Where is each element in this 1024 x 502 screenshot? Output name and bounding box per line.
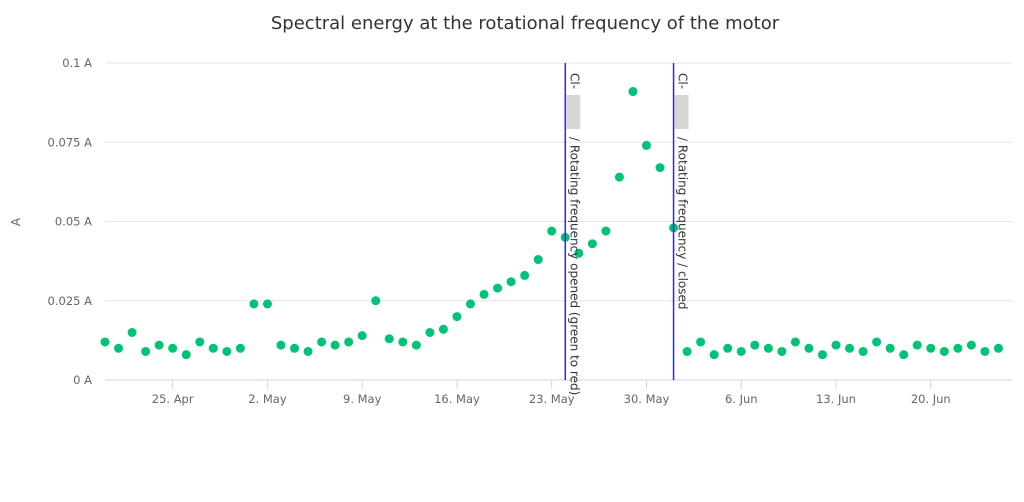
data-point[interactable] [425, 327, 435, 337]
event-label: Cl- / Rotating frequency opened (green to… [566, 73, 581, 395]
x-tick-label: 25. Apr [152, 392, 194, 406]
data-point[interactable] [723, 343, 733, 353]
data-point[interactable] [750, 340, 760, 350]
data-point[interactable] [980, 346, 990, 356]
x-tick-label: 6. Jun [725, 392, 758, 406]
data-point[interactable] [641, 140, 651, 150]
data-point[interactable] [235, 343, 245, 353]
scatter-points[interactable] [100, 87, 1003, 360]
chart-title: Spectral energy at the rotational freque… [271, 13, 780, 34]
data-point[interactable] [100, 337, 110, 347]
gridlines [105, 62, 1012, 381]
data-point[interactable] [845, 343, 855, 353]
data-point[interactable] [290, 343, 300, 353]
event-label-name: Cl- [676, 73, 690, 89]
event-label-detail: / Rotating frequency opened (green to re… [567, 137, 581, 395]
data-point[interactable] [114, 343, 124, 353]
data-point[interactable] [303, 346, 313, 356]
y-tick-label: 0.05 A [55, 215, 92, 229]
data-point[interactable] [249, 299, 259, 309]
data-point[interactable] [926, 343, 936, 353]
redacted-block [566, 95, 581, 129]
x-tick-label: 13. Jun [816, 392, 856, 406]
y-tick-label: 0 A [73, 373, 92, 387]
y-tick-label: 0.1 A [62, 56, 92, 70]
data-point[interactable] [127, 327, 137, 337]
data-point[interactable] [411, 340, 421, 350]
data-point[interactable] [655, 163, 665, 173]
data-point[interactable] [628, 87, 638, 97]
data-point[interactable] [587, 239, 597, 249]
data-point[interactable] [520, 270, 530, 280]
data-point[interactable] [506, 277, 516, 287]
data-point[interactable] [262, 299, 272, 309]
data-point[interactable] [195, 337, 205, 347]
data-point[interactable] [533, 255, 543, 265]
data-point[interactable] [547, 226, 557, 236]
x-axis-ticks: 25. Apr 2. May 9. May 16. May 23. May 30. May… [152, 380, 951, 406]
data-point[interactable] [777, 346, 787, 356]
y-tick-label: 0.025 A [48, 294, 93, 308]
data-point[interactable] [939, 346, 949, 356]
event-label-detail: / Rotating frequency / closed [676, 137, 690, 310]
data-point[interactable] [466, 299, 476, 309]
data-point[interactable] [181, 350, 191, 360]
data-point[interactable] [168, 343, 178, 353]
data-point[interactable] [682, 346, 692, 356]
data-point[interactable] [804, 343, 814, 353]
data-point[interactable] [763, 343, 773, 353]
data-point[interactable] [912, 340, 922, 350]
data-point[interactable] [398, 337, 408, 347]
data-point[interactable] [953, 343, 963, 353]
data-point[interactable] [614, 172, 624, 182]
data-point[interactable] [438, 324, 448, 334]
data-point[interactable] [696, 337, 706, 347]
x-tick-label: 30. May [624, 392, 670, 406]
data-point[interactable] [208, 343, 218, 353]
data-point[interactable] [574, 248, 584, 258]
data-point[interactable] [384, 334, 394, 344]
data-point[interactable] [709, 350, 719, 360]
data-point[interactable] [790, 337, 800, 347]
data-point[interactable] [601, 226, 611, 236]
data-point[interactable] [885, 343, 895, 353]
data-point[interactable] [493, 283, 503, 293]
data-point[interactable] [736, 346, 746, 356]
x-tick-label: 23. May [529, 392, 575, 406]
data-point[interactable] [371, 296, 381, 306]
data-point[interactable] [479, 289, 489, 299]
x-tick-label: 2. May [248, 392, 287, 406]
event-label: Cl- / Rotating frequency / closed [674, 73, 690, 310]
event-label-name: Cl- [567, 73, 581, 89]
data-point[interactable] [899, 350, 909, 360]
data-point[interactable] [966, 340, 976, 350]
redacted-block [674, 95, 689, 129]
data-point[interactable] [831, 340, 841, 350]
y-axis-title: A [9, 217, 23, 226]
event-lines: Cl- / Rotating frequency opened (green to… [564, 63, 690, 395]
data-point[interactable] [154, 340, 164, 350]
data-point[interactable] [993, 343, 1003, 353]
y-axis-ticks: 0 A 0.025 A 0.05 A 0.075 A 0.1 A [48, 56, 93, 387]
y-tick-label: 0.075 A [48, 135, 93, 149]
data-point[interactable] [452, 312, 462, 322]
data-point[interactable] [317, 337, 327, 347]
data-point[interactable] [817, 350, 827, 360]
x-tick-label: 9. May [343, 392, 382, 406]
data-point[interactable] [222, 346, 232, 356]
data-point[interactable] [276, 340, 286, 350]
x-tick-label: 16. May [434, 392, 480, 406]
data-point[interactable] [872, 337, 882, 347]
data-point[interactable] [357, 331, 367, 341]
data-point[interactable] [141, 346, 151, 356]
data-point[interactable] [344, 337, 354, 347]
data-point[interactable] [858, 346, 868, 356]
x-tick-label: 20. Jun [911, 392, 951, 406]
data-point[interactable] [330, 340, 340, 350]
